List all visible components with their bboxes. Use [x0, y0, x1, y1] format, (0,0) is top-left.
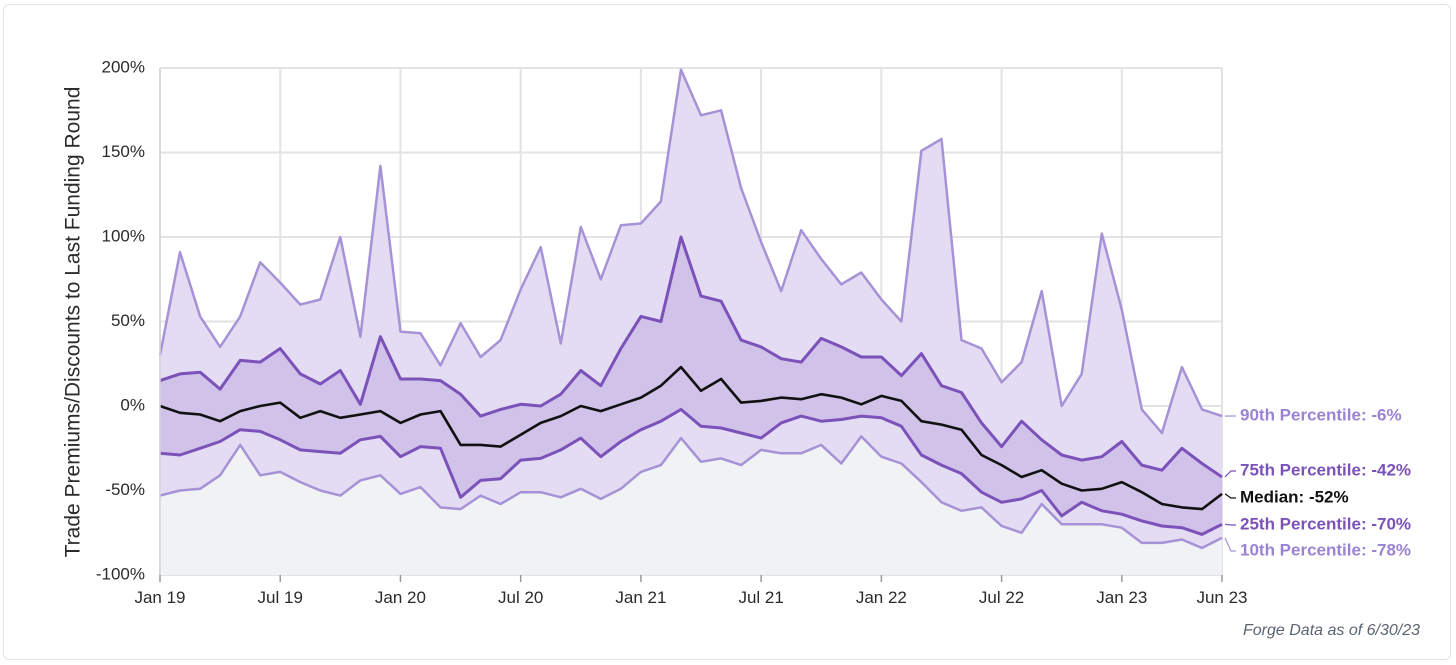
connector-p25	[1224, 523, 1236, 526]
band-below-p10	[160, 436, 1222, 575]
connector-median	[1224, 493, 1236, 499]
end-label-p10: 10th Percentile: -78%	[1240, 540, 1411, 559]
x-tick-label: Jan 20	[375, 588, 426, 607]
x-tick-label: Jul 21	[738, 588, 783, 607]
percentile-lines	[158, 68, 1223, 550]
y-tick-label: 200%	[102, 57, 145, 76]
x-tick-label: Jan 21	[615, 588, 666, 607]
y-tick-label: 100%	[102, 226, 145, 245]
end-label-p90: 90th Percentile: -6%	[1240, 405, 1402, 424]
series-end-labels: 90th Percentile: -6% 75th Percentile: -42…	[1224, 405, 1411, 559]
end-label-p25: 25th Percentile: -70%	[1240, 514, 1411, 533]
y-tick-label: -50%	[105, 480, 145, 499]
end-label-median: Median: -52%	[1240, 487, 1349, 506]
x-tick-label: Jan 23	[1096, 588, 1147, 607]
line-p90	[158, 68, 1223, 435]
x-tick-label: Jul 19	[258, 588, 303, 607]
y-tick-label: 0%	[120, 395, 145, 414]
line-p25	[159, 407, 1223, 536]
band-p75-p90	[160, 69, 1222, 477]
y-tick-label: 150%	[102, 142, 145, 161]
percentile-bands	[160, 69, 1222, 575]
x-tick-label: Jul 20	[498, 588, 543, 607]
line-median	[159, 365, 1223, 511]
connector-p10	[1224, 537, 1236, 552]
connector-p75	[1224, 470, 1236, 478]
x-tick-label: Jun 23	[1196, 588, 1247, 607]
x-tick-label: Jul 22	[979, 588, 1024, 607]
band-p10-p25	[160, 409, 1222, 548]
y-tick-label: -100%	[96, 564, 145, 583]
y-axis-label: Trade Premiums/Discounts to Last Funding…	[62, 87, 85, 558]
source-note: Forge Data as of 6/30/23	[1243, 622, 1420, 639]
x-tick-label: Jan 22	[856, 588, 907, 607]
line-p75	[159, 235, 1223, 479]
end-label-p75: 75th Percentile: -42%	[1240, 460, 1411, 479]
axes: -100% -50% 0% 50% 100% 150% 200% Jan 19 Jul 19 Ja…	[96, 57, 1248, 607]
y-tick-label: 50%	[111, 311, 145, 330]
line-p10	[159, 435, 1223, 550]
band-p25-p75	[160, 237, 1222, 535]
x-tick-label: Jan 19	[134, 588, 185, 607]
